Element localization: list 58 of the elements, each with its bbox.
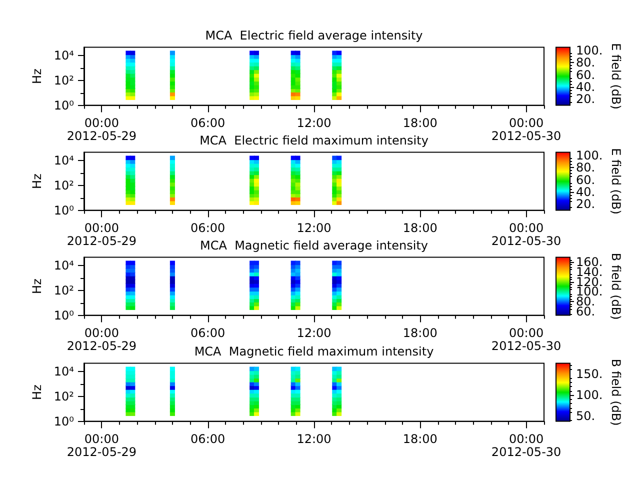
y-tick-label: 10⁴ [54, 154, 74, 168]
y-tick-label: 10⁰ [54, 98, 74, 112]
color-bar-label: 100. [576, 388, 603, 402]
chart-title: MCA Electric field average intensity [205, 28, 423, 42]
y-tick-label: 10² [54, 388, 74, 403]
y-axis-title: Hz [30, 174, 44, 190]
y-tick-label: 10² [54, 178, 74, 193]
x-tick-label: 00:00 2012-05-29 [66, 220, 137, 248]
x-tick-label: 00:00 2012-05-30 [491, 431, 562, 458]
y-axis-title: Hz [30, 279, 44, 294]
x-tick-label: 12:00 [296, 220, 332, 235]
color-bar-label: 20. [576, 92, 596, 106]
color-bar-label: 80. [576, 160, 596, 175]
color-bar-label: 60. [576, 304, 596, 319]
x-tick-label: 06:00 [190, 220, 226, 235]
x-tick-label: 00:00 2012-05-30 [491, 326, 562, 354]
chart-title: MCA Magnetic field maximum intensity [194, 344, 434, 358]
color-bar-label: 80. [576, 56, 596, 70]
x-tick-label: 12:00 [296, 431, 332, 446]
chart-title: MCA Electric field maximum intensity [200, 134, 428, 148]
color-bar-title: E field (dB) [609, 148, 623, 215]
y-tick-label: 10⁴ [54, 48, 74, 62]
x-tick-label: 00:00 2012-05-30 [491, 220, 562, 248]
x-tick-label: 06:00 [190, 326, 226, 340]
y-tick-label: 10⁰ [54, 414, 74, 428]
color-bar-label: 40. [576, 185, 596, 200]
x-tick-label: 00:00 2012-05-29 [66, 326, 137, 354]
color-bar-title: B field (dB) [609, 253, 623, 320]
y-tick-label: 10² [54, 284, 74, 298]
y-tick-label: 10⁴ [54, 364, 74, 378]
y-tick-label: 10² [54, 73, 74, 88]
color-bar-title: B field (dB) [609, 358, 623, 426]
x-tick-label: 12:00 [296, 116, 332, 130]
x-tick-label: 06:00 [190, 116, 226, 130]
x-tick-label: 18:00 [402, 116, 438, 130]
x-tick-label: 00:00 2012-05-29 [66, 431, 137, 458]
color-bar-label: 100. [576, 148, 603, 163]
y-axis-title: Hz [30, 384, 44, 400]
x-tick-label: 00:00 2012-05-29 [66, 116, 137, 143]
color-bar-label: 60. [576, 68, 596, 82]
color-bar-label: 100. [576, 43, 603, 58]
x-tick-label: 18:00 [402, 220, 438, 235]
x-tick-label: 12:00 [296, 326, 332, 340]
x-tick-label: 00:00 2012-05-30 [491, 116, 562, 143]
chart-title: MCA Magnetic field average intensity [200, 238, 428, 253]
y-axis-title: Hz [30, 68, 44, 84]
color-bar-label: 50. [576, 408, 596, 423]
x-tick-label: 18:00 [402, 326, 438, 340]
color-bar-label: 40. [576, 80, 596, 94]
x-tick-label: 18:00 [402, 431, 438, 446]
color-bar-label: 20. [576, 197, 596, 212]
color-bar-label: 60. [576, 172, 596, 187]
y-tick-label: 10⁰ [54, 203, 74, 218]
y-tick-label: 10⁰ [54, 308, 74, 323]
y-tick-label: 10⁴ [54, 258, 74, 273]
x-tick-label: 06:00 [190, 431, 226, 446]
color-bar-title: E field (dB) [609, 43, 623, 110]
color-bar-label: 150. [576, 366, 603, 380]
